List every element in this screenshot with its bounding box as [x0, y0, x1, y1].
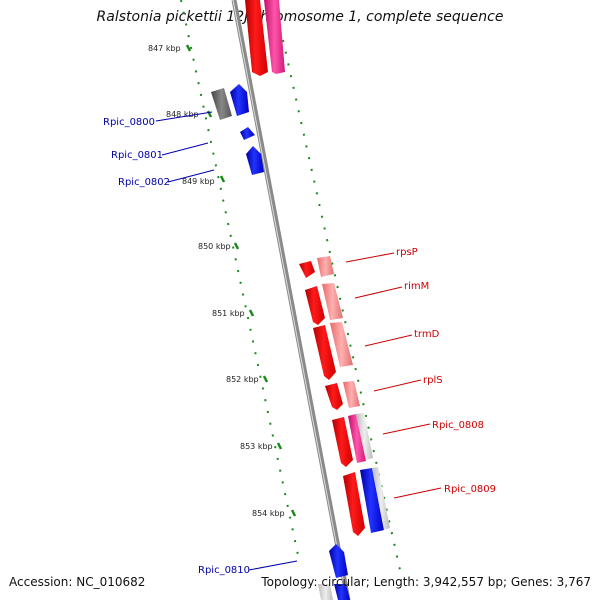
major-ticks [185, 44, 297, 517]
gene-label-rpic-0810[interactable]: Rpic_0810 [198, 565, 250, 576]
gene-label-rpic-0800[interactable]: Rpic_0800 [103, 117, 155, 128]
gene-label-rimM[interactable]: rimM [404, 281, 429, 292]
tick-label-851: 851 kbp [212, 309, 245, 318]
tick-label-850: 850 kbp [198, 242, 231, 251]
gene-label-rpic-0802[interactable]: Rpic_0802 [118, 177, 170, 188]
gene-rplS [325, 383, 343, 410]
leader-rimM [354, 286, 403, 299]
gene-top-red [245, 0, 268, 76]
gene-rimM-shadow [322, 283, 343, 320]
leader-rplS [373, 379, 422, 392]
gene-rpic-0800 [230, 84, 249, 116]
left-tick-track [180, 0, 299, 556]
chromosome-backbone-highlight [232, 0, 348, 600]
leader-rpic-0802 [167, 169, 215, 183]
gene-rpic-0808 [332, 417, 353, 467]
gene-rplS-shadow [343, 381, 360, 408]
gene-label-rpsP[interactable]: rpsP [396, 247, 418, 258]
gene-label-rpic-0801[interactable]: Rpic_0801 [111, 150, 163, 161]
gene-bottom-gray [318, 584, 333, 600]
gene-rpic-0801 [240, 127, 255, 140]
leader-rpic-0810 [248, 560, 298, 571]
map-title: Ralstonia pickettii 12J chromosome 1, co… [96, 9, 504, 25]
gene-top-magenta [264, 0, 285, 74]
gene-bottom-blue [334, 584, 350, 600]
gene-rpic-0800-gray [211, 88, 232, 120]
gene-rpic-0809 [343, 472, 365, 536]
tick-label-848: 848 kbp [166, 110, 199, 119]
tick-label-853: 853 kbp [240, 442, 273, 451]
accession-text: Accession: NC_010682 [9, 575, 146, 589]
leader-rpic-0809 [393, 487, 442, 499]
leader-trmD [364, 334, 413, 347]
tick-label-854: 854 kbp [252, 509, 285, 518]
leader-rpsP [345, 252, 395, 263]
gene-rimM [305, 286, 325, 325]
leader-rpic-0808 [382, 423, 431, 435]
gene-label-rpic-0809[interactable]: Rpic_0809 [444, 484, 496, 495]
gene-trmD-shadow [330, 322, 353, 367]
tick-label-852: 852 kbp [226, 375, 259, 384]
gene-rpic-0802 [246, 146, 264, 175]
tick-label-849: 849 kbp [182, 177, 215, 186]
gene-rpic-0808-gray [356, 413, 373, 460]
tick-label-847: 847 kbp [148, 44, 181, 53]
topology-summary: Topology: circular; Length: 3,942,557 bp… [261, 575, 591, 589]
gene-rpic-0809-gray [372, 467, 390, 530]
leader-rpic-0801 [161, 142, 209, 156]
chromosome-backbone [231, 0, 351, 600]
gene-rpic-0808-magenta [348, 414, 366, 463]
leader-rpic-0800 [155, 111, 213, 122]
gene-label-rplS[interactable]: rplS [423, 375, 443, 386]
gene-label-trmD[interactable]: trmD [414, 329, 440, 340]
gene-rpic-0810 [329, 544, 348, 578]
gene-rpic-0809-blue [360, 468, 384, 533]
gene-label-rpic-0808[interactable]: Rpic_0808 [432, 420, 484, 431]
gene-rpsP-shadow [317, 256, 334, 277]
gene-trmD [313, 325, 336, 380]
gene-rpsP [299, 261, 315, 278]
